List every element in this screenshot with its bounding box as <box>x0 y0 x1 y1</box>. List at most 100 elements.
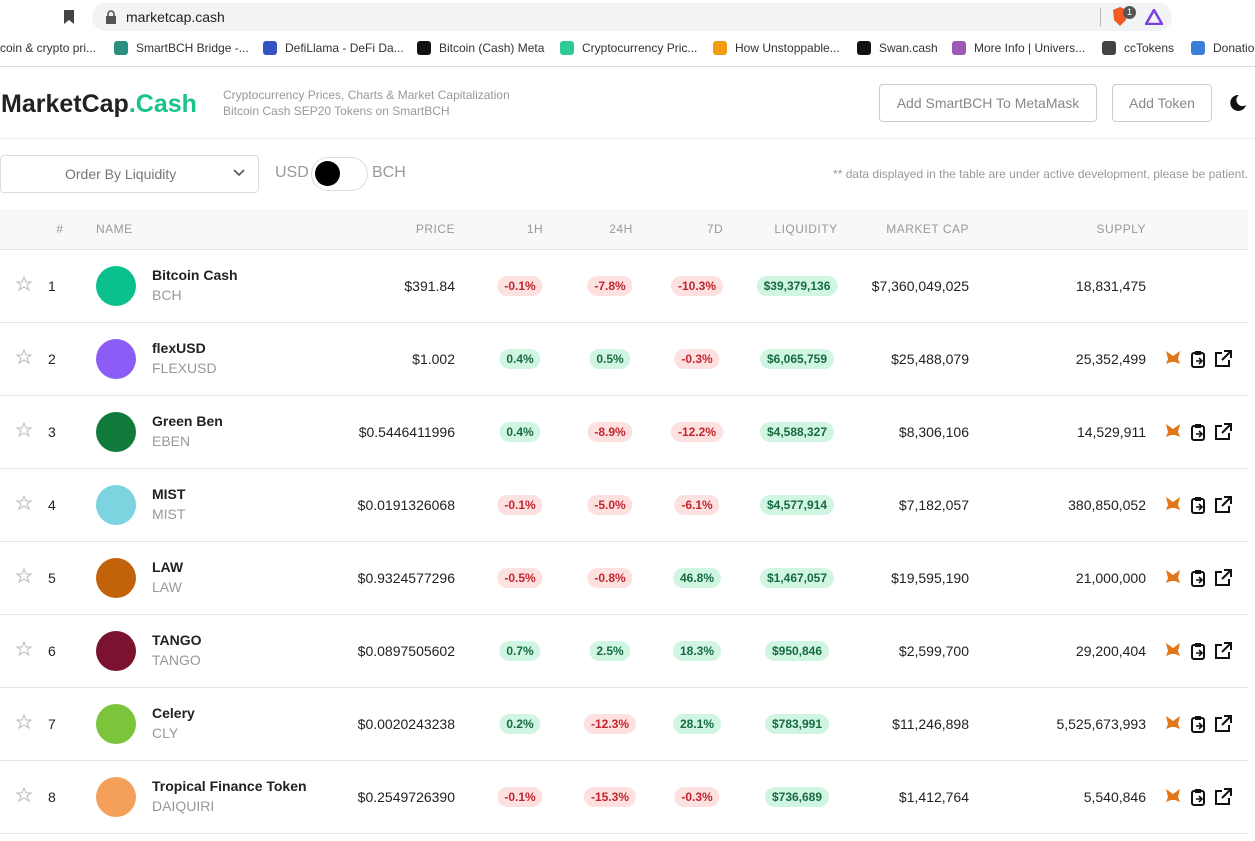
favorite-star[interactable] <box>15 786 33 808</box>
bookmark-icon[interactable] <box>63 10 75 24</box>
copy-icon[interactable] <box>1190 642 1208 665</box>
price: $1.002 <box>412 351 455 367</box>
market-cap: $25,488,079 <box>891 351 969 367</box>
lock-icon <box>106 10 116 24</box>
bookmark[interactable]: Bitcoin (Cash) Meta <box>439 41 545 55</box>
liquidity-pill: $6,065,759 <box>759 349 835 369</box>
token-name[interactable]: TANGO <box>152 632 202 648</box>
currency-usd[interactable]: USD <box>275 164 309 181</box>
chrome-separator <box>0 66 1255 67</box>
token-name[interactable]: Tropical Finance Token <box>152 778 307 794</box>
row-divider <box>0 468 1248 469</box>
external-link-icon[interactable] <box>1214 350 1232 373</box>
favorite-star[interactable] <box>15 421 33 443</box>
add-token-button[interactable]: Add Token <box>1112 84 1212 122</box>
metamask-icon[interactable] <box>1165 496 1183 519</box>
market-cap: $8,306,106 <box>898 424 969 440</box>
favorite-star[interactable] <box>15 567 33 589</box>
copy-icon[interactable] <box>1190 423 1208 446</box>
favorite-star[interactable] <box>15 640 33 662</box>
token-name[interactable]: LAW <box>152 559 184 575</box>
token-symbol: LAW <box>152 579 182 595</box>
copy-icon[interactable] <box>1190 569 1208 592</box>
bookmark[interactable]: Donatio <box>1213 41 1255 55</box>
market-cap: $7,360,049,025 <box>871 278 969 294</box>
change-pill: 0.4% <box>499 349 541 369</box>
favorite-star[interactable] <box>15 713 33 735</box>
column-header[interactable]: LIQUIDITY <box>774 222 838 236</box>
change-pill: -6.1% <box>674 495 720 515</box>
favorite-star[interactable] <box>15 494 33 516</box>
supply: 21,000,000 <box>1075 570 1146 586</box>
column-header: # <box>56 222 64 236</box>
market-cap: $1,412,764 <box>898 789 969 805</box>
metamask-icon[interactable] <box>1165 715 1183 738</box>
change-pill: -7.8% <box>587 276 633 296</box>
metamask-button[interactable]: Add SmartBCH To MetaMask <box>879 84 1097 122</box>
dark-mode-toggle[interactable] <box>1228 94 1246 112</box>
copy-icon[interactable] <box>1190 350 1208 373</box>
change-pill: -12.2% <box>670 422 724 442</box>
row-divider <box>0 760 1248 761</box>
liquidity-pill: $950,846 <box>764 641 830 661</box>
rewards-icon[interactable] <box>1145 9 1163 25</box>
column-header[interactable]: 1H <box>526 222 544 236</box>
market-cap: $2,599,700 <box>898 643 969 659</box>
liquidity-pill: $783,991 <box>764 714 830 734</box>
order-select[interactable] <box>0 155 259 193</box>
copy-icon[interactable] <box>1190 788 1208 811</box>
logo[interactable]: MarketCap.Cash <box>1 90 197 119</box>
change-pill: -0.5% <box>497 568 543 588</box>
price: $0.0191326068 <box>357 497 455 513</box>
copy-icon[interactable] <box>1190 715 1208 738</box>
rank: 5 <box>48 570 56 586</box>
bookmark[interactable]: DefiLlama - DeFi Da... <box>285 41 404 55</box>
metamask-icon[interactable] <box>1165 569 1183 592</box>
url[interactable]: marketcap.cash <box>126 9 225 25</box>
external-link-icon[interactable] <box>1214 642 1232 665</box>
bookmark[interactable]: How Unstoppable... <box>735 41 840 55</box>
metamask-icon[interactable] <box>1165 350 1183 373</box>
external-link-icon[interactable] <box>1214 569 1232 592</box>
metamask-icon[interactable] <box>1165 788 1183 811</box>
token-name[interactable]: Celery <box>152 705 195 721</box>
token-name[interactable]: Bitcoin Cash <box>152 267 238 283</box>
bookmark[interactable]: SmartBCH Bridge -... <box>136 41 249 55</box>
external-link-icon[interactable] <box>1214 715 1232 738</box>
market-cap: $7,182,057 <box>898 497 969 513</box>
copy-icon[interactable] <box>1190 496 1208 519</box>
metamask-icon[interactable] <box>1165 423 1183 446</box>
external-link-icon[interactable] <box>1214 496 1232 519</box>
token-name[interactable]: flexUSD <box>152 340 206 356</box>
column-header[interactable]: 7D <box>706 222 724 236</box>
change-pill: -0.1% <box>497 276 543 296</box>
token-icon <box>96 266 136 306</box>
favorite-star[interactable] <box>15 275 33 297</box>
bookmark[interactable]: Cryptocurrency Pric... <box>582 41 698 55</box>
favorite-star[interactable] <box>15 348 33 370</box>
bookmark[interactable]: ccTokens <box>1124 41 1175 55</box>
market-cap: $19,595,190 <box>891 570 969 586</box>
column-header[interactable]: 24H <box>609 222 633 236</box>
address-field[interactable] <box>92 3 1172 31</box>
bookmark[interactable]: More Info | Univers... <box>974 41 1086 55</box>
column-header[interactable]: SUPPLY <box>1096 222 1146 236</box>
currency-bch[interactable]: BCH <box>372 164 406 181</box>
bookmark-icon <box>952 41 966 55</box>
metamask-icon[interactable] <box>1165 642 1183 665</box>
external-link-icon[interactable] <box>1214 423 1232 446</box>
external-link-icon[interactable] <box>1214 788 1232 811</box>
liquidity-pill: $39,379,136 <box>756 276 838 296</box>
change-pill: 46.8% <box>672 568 722 588</box>
column-header[interactable]: PRICE <box>415 222 455 236</box>
bookmark[interactable]: Swan.cash <box>879 41 938 55</box>
token-name[interactable]: MIST <box>152 486 186 502</box>
token-icon <box>96 339 136 379</box>
bookmark[interactable]: coin & crypto pri... <box>0 41 97 55</box>
rank: 8 <box>48 789 56 805</box>
token-name[interactable]: Green Ben <box>152 413 223 429</box>
logo-accent: .Cash <box>128 90 197 118</box>
change-pill: 0.7% <box>499 641 541 661</box>
column-header[interactable]: MARKET CAP <box>886 222 969 236</box>
change-pill: -0.1% <box>497 495 543 515</box>
